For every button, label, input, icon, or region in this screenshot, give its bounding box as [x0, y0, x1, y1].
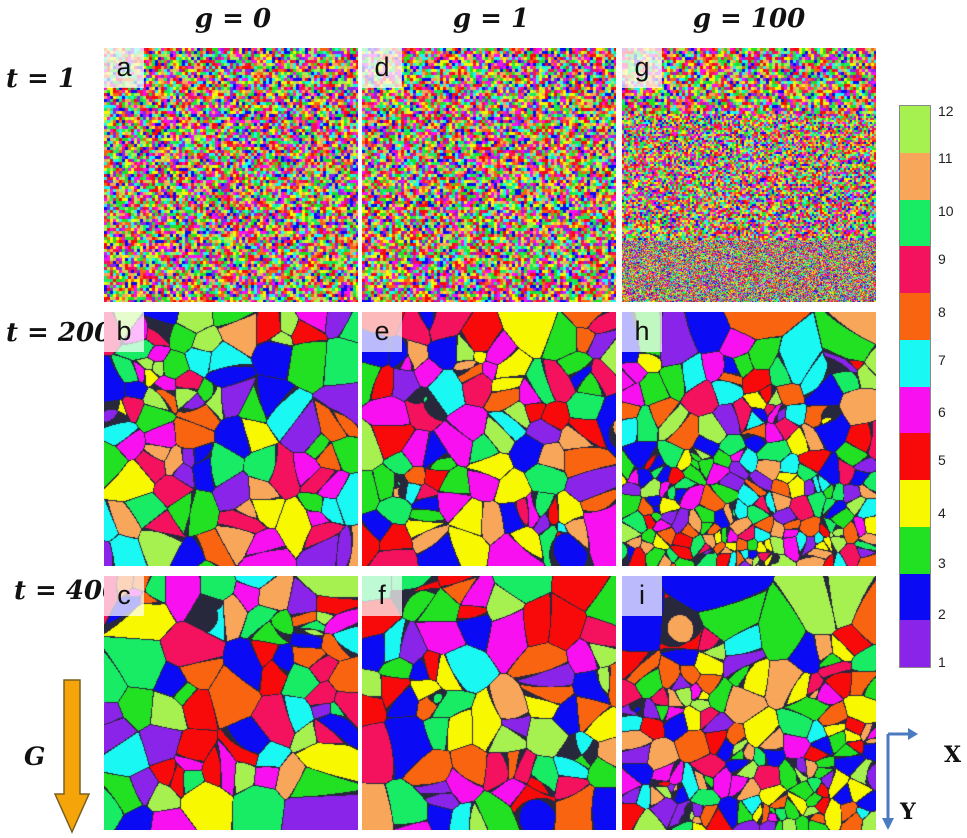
colorbar-segment-2 [900, 573, 930, 621]
colorbar-segment-11 [900, 152, 930, 200]
colorbar-segment-7 [900, 339, 930, 387]
colorbar-tick-5: 5 [938, 452, 946, 468]
colorbar-tick-8: 8 [938, 304, 946, 320]
row-label-t200: t = 200 [6, 318, 113, 348]
orientation-colorbar [899, 105, 931, 668]
grain-map-a [104, 48, 358, 302]
panel-letter-g: g [622, 48, 662, 88]
colorbar-tick-9: 9 [938, 251, 946, 267]
panel-letter-d: d [362, 48, 402, 88]
axis-label-y: Y [900, 799, 916, 825]
column-header-g1: g = 1 [452, 4, 530, 34]
panel-e: e [362, 312, 616, 566]
colorbar-tick-3: 3 [938, 555, 946, 571]
panel-g: g [622, 48, 876, 302]
colorbar-tick-4: 4 [938, 505, 946, 521]
colorbar-tick-7: 7 [938, 352, 946, 368]
grain-map-h [622, 312, 876, 566]
colorbar-segment-6 [900, 386, 930, 434]
colorbar-tick-1: 1 [938, 654, 946, 670]
panel-letter-b: b [104, 312, 144, 352]
grain-map-d [362, 48, 616, 302]
gravity-arrow-icon [54, 679, 90, 834]
colorbar-tick-11: 11 [938, 150, 953, 166]
panel-letter-c: c [104, 576, 144, 616]
panel-b: b [104, 312, 358, 566]
axis-label-x: X [944, 742, 962, 768]
colorbar-tick-10: 10 [938, 203, 954, 219]
panel-letter-e: e [362, 312, 402, 352]
colorbar-segment-4 [900, 480, 930, 527]
panel-f: f [362, 576, 616, 830]
panel-d: d [362, 48, 616, 302]
panel-letter-i: i [622, 576, 662, 616]
row-label-t400: t = 400 [14, 576, 121, 606]
row-label-t1: t = 1 [6, 64, 76, 94]
colorbar-segment-3 [900, 526, 930, 574]
panel-h: h [622, 312, 876, 566]
colorbar-tick-6: 6 [938, 404, 946, 420]
column-header-g100: g = 100 [692, 4, 806, 34]
grain-map-e [362, 312, 616, 566]
colorbar-segment-5 [900, 433, 930, 480]
panel-letter-a: a [104, 48, 144, 88]
grain-map-b [104, 312, 358, 566]
panel-i: i [622, 576, 876, 830]
gravity-label: G [24, 742, 46, 771]
colorbar-segment-9 [900, 246, 930, 293]
grain-map-f [362, 576, 616, 830]
colorbar-segment-8 [900, 293, 930, 340]
colorbar-segment-12 [900, 106, 930, 153]
panel-letter-h: h [622, 312, 662, 352]
grain-map-g [622, 48, 876, 302]
colorbar-segment-1 [900, 620, 930, 667]
grain-map-i [622, 576, 876, 830]
panel-a: a [104, 48, 358, 302]
column-header-g0: g = 0 [194, 4, 272, 34]
panel-c: c [104, 576, 358, 830]
colorbar-segment-10 [900, 199, 930, 247]
colorbar-tick-12: 12 [938, 103, 954, 119]
panel-letter-f: f [362, 576, 402, 616]
colorbar-tick-2: 2 [938, 606, 946, 622]
coordinate-axes-icon [882, 728, 918, 830]
grain-map-c [104, 576, 358, 830]
